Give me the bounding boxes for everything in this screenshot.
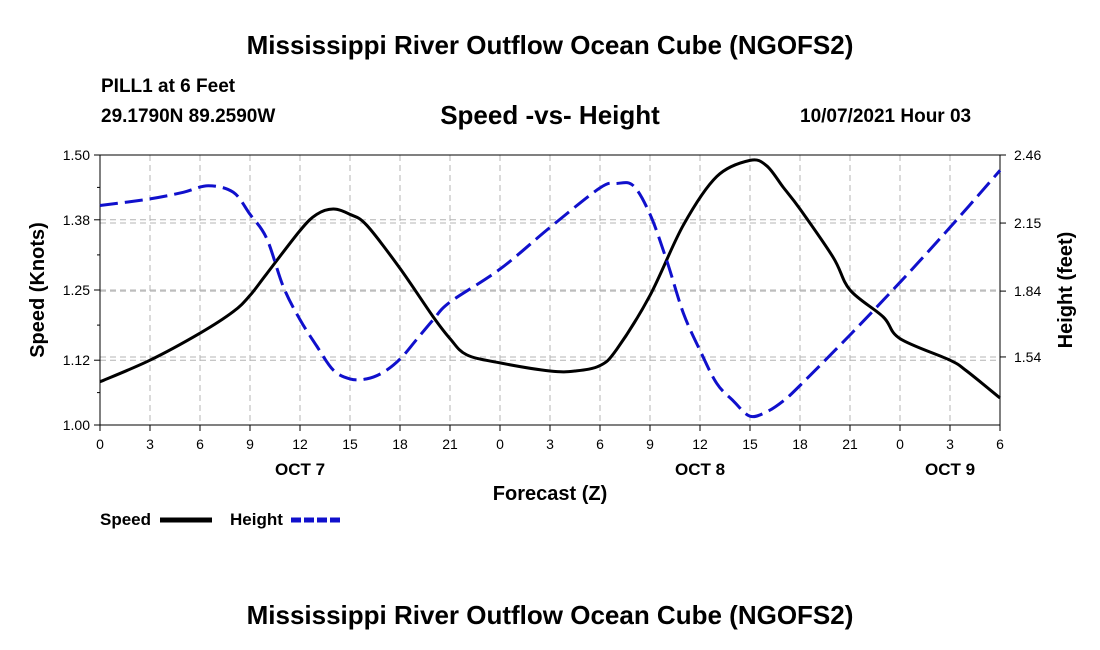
y-tick-label: 1.12 [63, 352, 90, 368]
y-tick-label: 1.50 [63, 147, 90, 163]
forecast-datetime: 10/07/2021 Hour 03 [800, 106, 972, 127]
station-label: PILL1 at 6 Feet [101, 76, 236, 97]
series-line-height [99, 169, 1002, 419]
grid-layer [100, 155, 1000, 425]
x-tick-label: 12 [292, 436, 308, 452]
x-tick-label: 3 [546, 436, 554, 452]
station-coordinates: 29.1790N 89.2590W [101, 106, 276, 127]
chart-title: Speed -vs- Height [440, 100, 660, 130]
x-tick-label: 3 [146, 436, 154, 452]
y2-tick-label: 1.84 [1014, 283, 1041, 299]
x-tick-label: 18 [792, 436, 808, 452]
x-tick-label: 15 [342, 436, 358, 452]
x-tick-label: 0 [96, 436, 104, 452]
chart-footer-title: Mississippi River Outflow Ocean Cube (NG… [246, 600, 854, 630]
x-tick-label: 0 [896, 436, 904, 452]
x-tick-label: 6 [196, 436, 204, 452]
x-tick-label: 18 [392, 436, 408, 452]
x-tick-label: 6 [596, 436, 604, 452]
x-tick-label: 12 [692, 436, 708, 452]
date-label: OCT 7 [275, 460, 325, 479]
y-tick-label: 1.25 [63, 282, 90, 298]
x-tick-label: 0 [496, 436, 504, 452]
tick-layer: 0 3 6 9 12 15 18 21 0 3 6 9 12 15 18 21 0 3 6 OCT 7 OCT 8 OCT… [63, 147, 1042, 479]
y2-tick-label: 2.15 [1014, 215, 1041, 231]
legend-label-speed: Speed [100, 510, 151, 529]
y2-tick-label: 2.46 [1014, 147, 1041, 163]
y2-axis-label: Height (feet) [1055, 232, 1077, 349]
date-label: OCT 9 [925, 460, 975, 479]
y-tick-label: 1.00 [63, 417, 90, 433]
x-tick-label: 6 [996, 436, 1004, 452]
series-layer [99, 158, 1002, 419]
date-label: OCT 8 [675, 460, 725, 479]
x-tick-label: 21 [442, 436, 458, 452]
x-tick-label: 15 [742, 436, 758, 452]
x-tick-label: 21 [842, 436, 858, 452]
x-tick-label: 9 [246, 436, 254, 452]
y2-tick-label: 1.54 [1014, 349, 1041, 365]
x-tick-label: 9 [646, 436, 654, 452]
legend-label-height: Height [230, 510, 283, 529]
series-line-speed [99, 158, 1001, 400]
chart-header-title: Mississippi River Outflow Ocean Cube (NG… [246, 30, 854, 60]
y-axis-label: Speed (Knots) [27, 222, 49, 358]
y-tick-label: 1.38 [63, 212, 90, 228]
legend: Speed Height [100, 510, 343, 529]
x-tick-label: 3 [946, 436, 954, 452]
x-axis-label: Forecast (Z) [493, 483, 607, 505]
